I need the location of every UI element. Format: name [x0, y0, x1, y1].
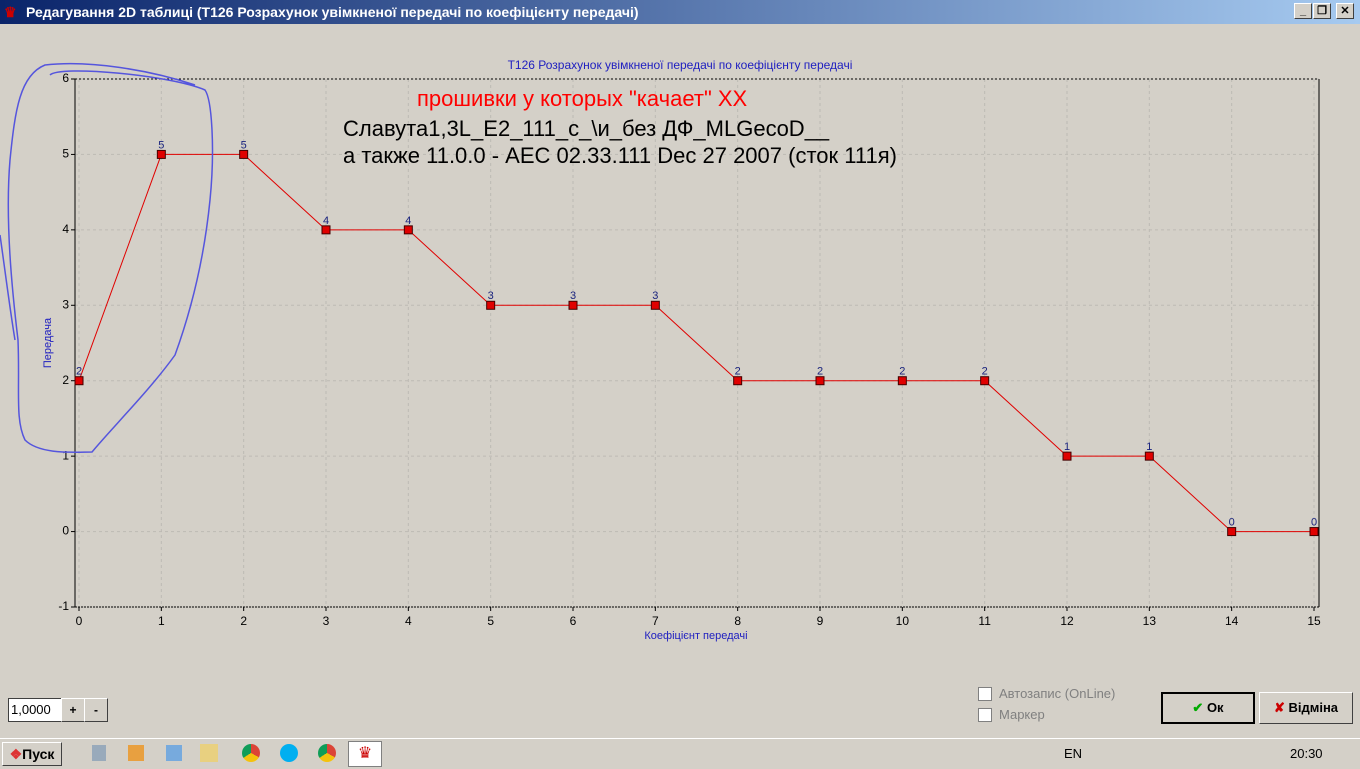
- data-marker: [403, 225, 413, 235]
- y-tick-label: 6: [62, 71, 69, 85]
- data-marker: [486, 300, 496, 310]
- autosave-checkbox[interactable]: [978, 687, 992, 701]
- data-line: [78, 153, 1314, 533]
- data-label: 3: [488, 290, 494, 302]
- data-label: 1: [1146, 441, 1152, 453]
- x-axis-label: Коефіцієнт передачі: [644, 630, 747, 642]
- data-marker: [568, 300, 578, 310]
- plus-button[interactable]: +: [61, 698, 85, 722]
- maximize-button[interactable]: ❐: [1313, 3, 1331, 19]
- ok-button[interactable]: ✔ Ок: [1161, 692, 1255, 724]
- data-marker: [980, 376, 990, 386]
- start-text: Пуск: [22, 746, 55, 762]
- data-marker: [1062, 451, 1072, 461]
- y-tick-label: -1: [58, 599, 69, 613]
- window-title: Редагування 2D таблиці (T126 Розрахунок …: [26, 4, 639, 20]
- x-tick-label: 14: [1225, 614, 1239, 628]
- data-marker: [650, 300, 660, 310]
- data-label: 0: [1311, 516, 1317, 528]
- x-tick-label: 5: [487, 614, 494, 628]
- x-tick-label: 9: [817, 614, 824, 628]
- data-marker: [74, 376, 84, 386]
- chrome-icon[interactable]: [318, 744, 336, 762]
- y-tick-label: 4: [62, 222, 69, 236]
- cancel-text: Відміна: [1288, 700, 1339, 715]
- y-axis-label: Передача: [42, 317, 54, 368]
- ok-icon: ✔: [1192, 700, 1207, 715]
- data-marker: [239, 149, 249, 159]
- data-label: 2: [76, 366, 82, 378]
- data-label: 2: [899, 366, 905, 378]
- quicklaunch-icon[interactable]: [166, 745, 182, 761]
- data-marker: [156, 149, 166, 159]
- x-tick-label: 11: [978, 614, 991, 628]
- data-marker: [897, 376, 907, 386]
- data-marker: [321, 225, 331, 235]
- x-tick-label: 15: [1307, 614, 1321, 628]
- data-label: 5: [158, 139, 164, 151]
- data-marker: [1227, 527, 1237, 537]
- data-marker: [815, 376, 825, 386]
- step-input[interactable]: 1,0000: [8, 698, 62, 722]
- annotation: прошивки у которых "качает" ХХ: [417, 86, 748, 111]
- x-tick-label: 8: [734, 614, 741, 628]
- start-icon: ❖: [9, 746, 23, 762]
- skype-icon[interactable]: [280, 744, 298, 762]
- data-label: 5: [241, 139, 247, 151]
- x-tick-label: 7: [652, 614, 659, 628]
- data-label: 3: [570, 290, 576, 302]
- active-task[interactable]: ♛: [348, 741, 382, 767]
- data-label: 2: [982, 366, 988, 378]
- data-marker: [1144, 451, 1154, 461]
- x-tick-label: 1: [158, 614, 165, 628]
- y-tick-label: 5: [62, 147, 69, 161]
- data-marker: [1309, 527, 1319, 537]
- cancel-button[interactable]: ✘ Відміна: [1259, 692, 1353, 724]
- hand-drawn-scribble: [0, 62, 214, 453]
- minus-button[interactable]: -: [84, 698, 108, 722]
- data-label: 3: [652, 290, 658, 302]
- close-button[interactable]: ✕: [1336, 3, 1354, 19]
- language-indicator[interactable]: EN: [1064, 746, 1083, 761]
- chart-title: T126 Розрахунок увімкненої передачі по к…: [508, 58, 853, 72]
- x-tick-label: 4: [405, 614, 412, 628]
- y-tick-label: 2: [62, 373, 69, 387]
- marker-label: Маркер: [999, 707, 1045, 722]
- y-tick-label: 1: [62, 448, 69, 462]
- x-tick-label: 2: [240, 614, 247, 628]
- autosave-label: Автозапис (OnLine): [999, 686, 1116, 701]
- minimize-button[interactable]: _: [1294, 3, 1312, 19]
- quicklaunch-icon[interactable]: [128, 745, 144, 761]
- title-bar: ♛ Редагування 2D таблиці (T126 Розрахуно…: [0, 0, 1360, 24]
- chrome-icon[interactable]: [242, 744, 260, 762]
- data-label: 2: [735, 366, 741, 378]
- marker-checkbox[interactable]: [978, 708, 992, 722]
- clock: 20:30: [1290, 746, 1323, 761]
- cancel-icon: ✘: [1273, 700, 1289, 715]
- x-tick-label: 6: [570, 614, 577, 628]
- data-label: 0: [1229, 516, 1235, 528]
- chart: T126 Розрахунок увімкненої передачі по к…: [0, 58, 1321, 642]
- y-tick-label: 3: [62, 297, 69, 311]
- start-button[interactable]: ❖Пуск: [2, 742, 62, 766]
- app-icon: ♛: [4, 4, 17, 20]
- y-tick-label: 0: [62, 524, 69, 538]
- quicklaunch-icon[interactable]: [200, 744, 218, 762]
- data-label: 4: [323, 215, 329, 227]
- quicklaunch-icon[interactable]: [92, 745, 106, 761]
- data-label: 1: [1064, 441, 1070, 453]
- data-marker: [733, 376, 743, 386]
- x-tick-label: 3: [323, 614, 330, 628]
- ok-text: Ок: [1206, 700, 1224, 715]
- data-label: 2: [817, 366, 823, 378]
- x-tick-label: 12: [1060, 614, 1074, 628]
- taskbar: ❖Пуск ♛ EN 20:30: [0, 738, 1360, 769]
- data-label: 4: [405, 215, 411, 227]
- annotation: Славута1,3L_E2_111_c_\и_без ДФ_MLGecoD__: [343, 116, 830, 141]
- annotation: а также 11.0.0 - AEC 02.33.111 Dec 27 20…: [343, 143, 897, 168]
- x-tick-label: 0: [76, 614, 83, 628]
- x-tick-label: 13: [1143, 614, 1157, 628]
- x-tick-label: 10: [896, 614, 910, 628]
